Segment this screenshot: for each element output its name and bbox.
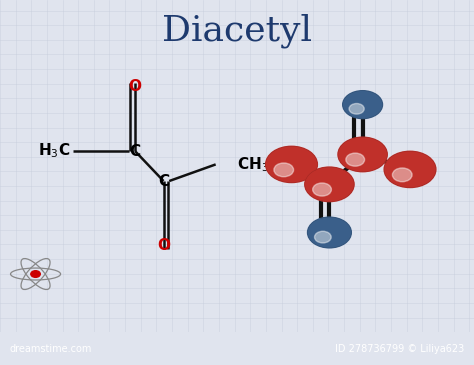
Circle shape xyxy=(313,183,331,196)
Circle shape xyxy=(315,231,331,243)
Circle shape xyxy=(305,167,354,201)
Circle shape xyxy=(31,271,40,277)
Text: H$_3$C: H$_3$C xyxy=(38,142,71,161)
Circle shape xyxy=(349,104,364,114)
Circle shape xyxy=(384,151,436,188)
Text: C: C xyxy=(129,144,141,159)
Circle shape xyxy=(346,153,365,166)
Text: O: O xyxy=(128,79,142,94)
Circle shape xyxy=(274,163,293,177)
Text: O: O xyxy=(157,238,170,253)
Text: CH$_3$: CH$_3$ xyxy=(237,155,269,174)
Circle shape xyxy=(308,217,351,248)
Circle shape xyxy=(338,137,387,172)
Text: dreamstime.com: dreamstime.com xyxy=(9,343,92,354)
Circle shape xyxy=(343,91,383,119)
Circle shape xyxy=(265,146,318,182)
Circle shape xyxy=(392,168,412,182)
Text: C: C xyxy=(158,173,169,188)
Text: Diacetyl: Diacetyl xyxy=(162,13,312,48)
Text: ID 278736799 © Liliya623: ID 278736799 © Liliya623 xyxy=(335,343,465,354)
